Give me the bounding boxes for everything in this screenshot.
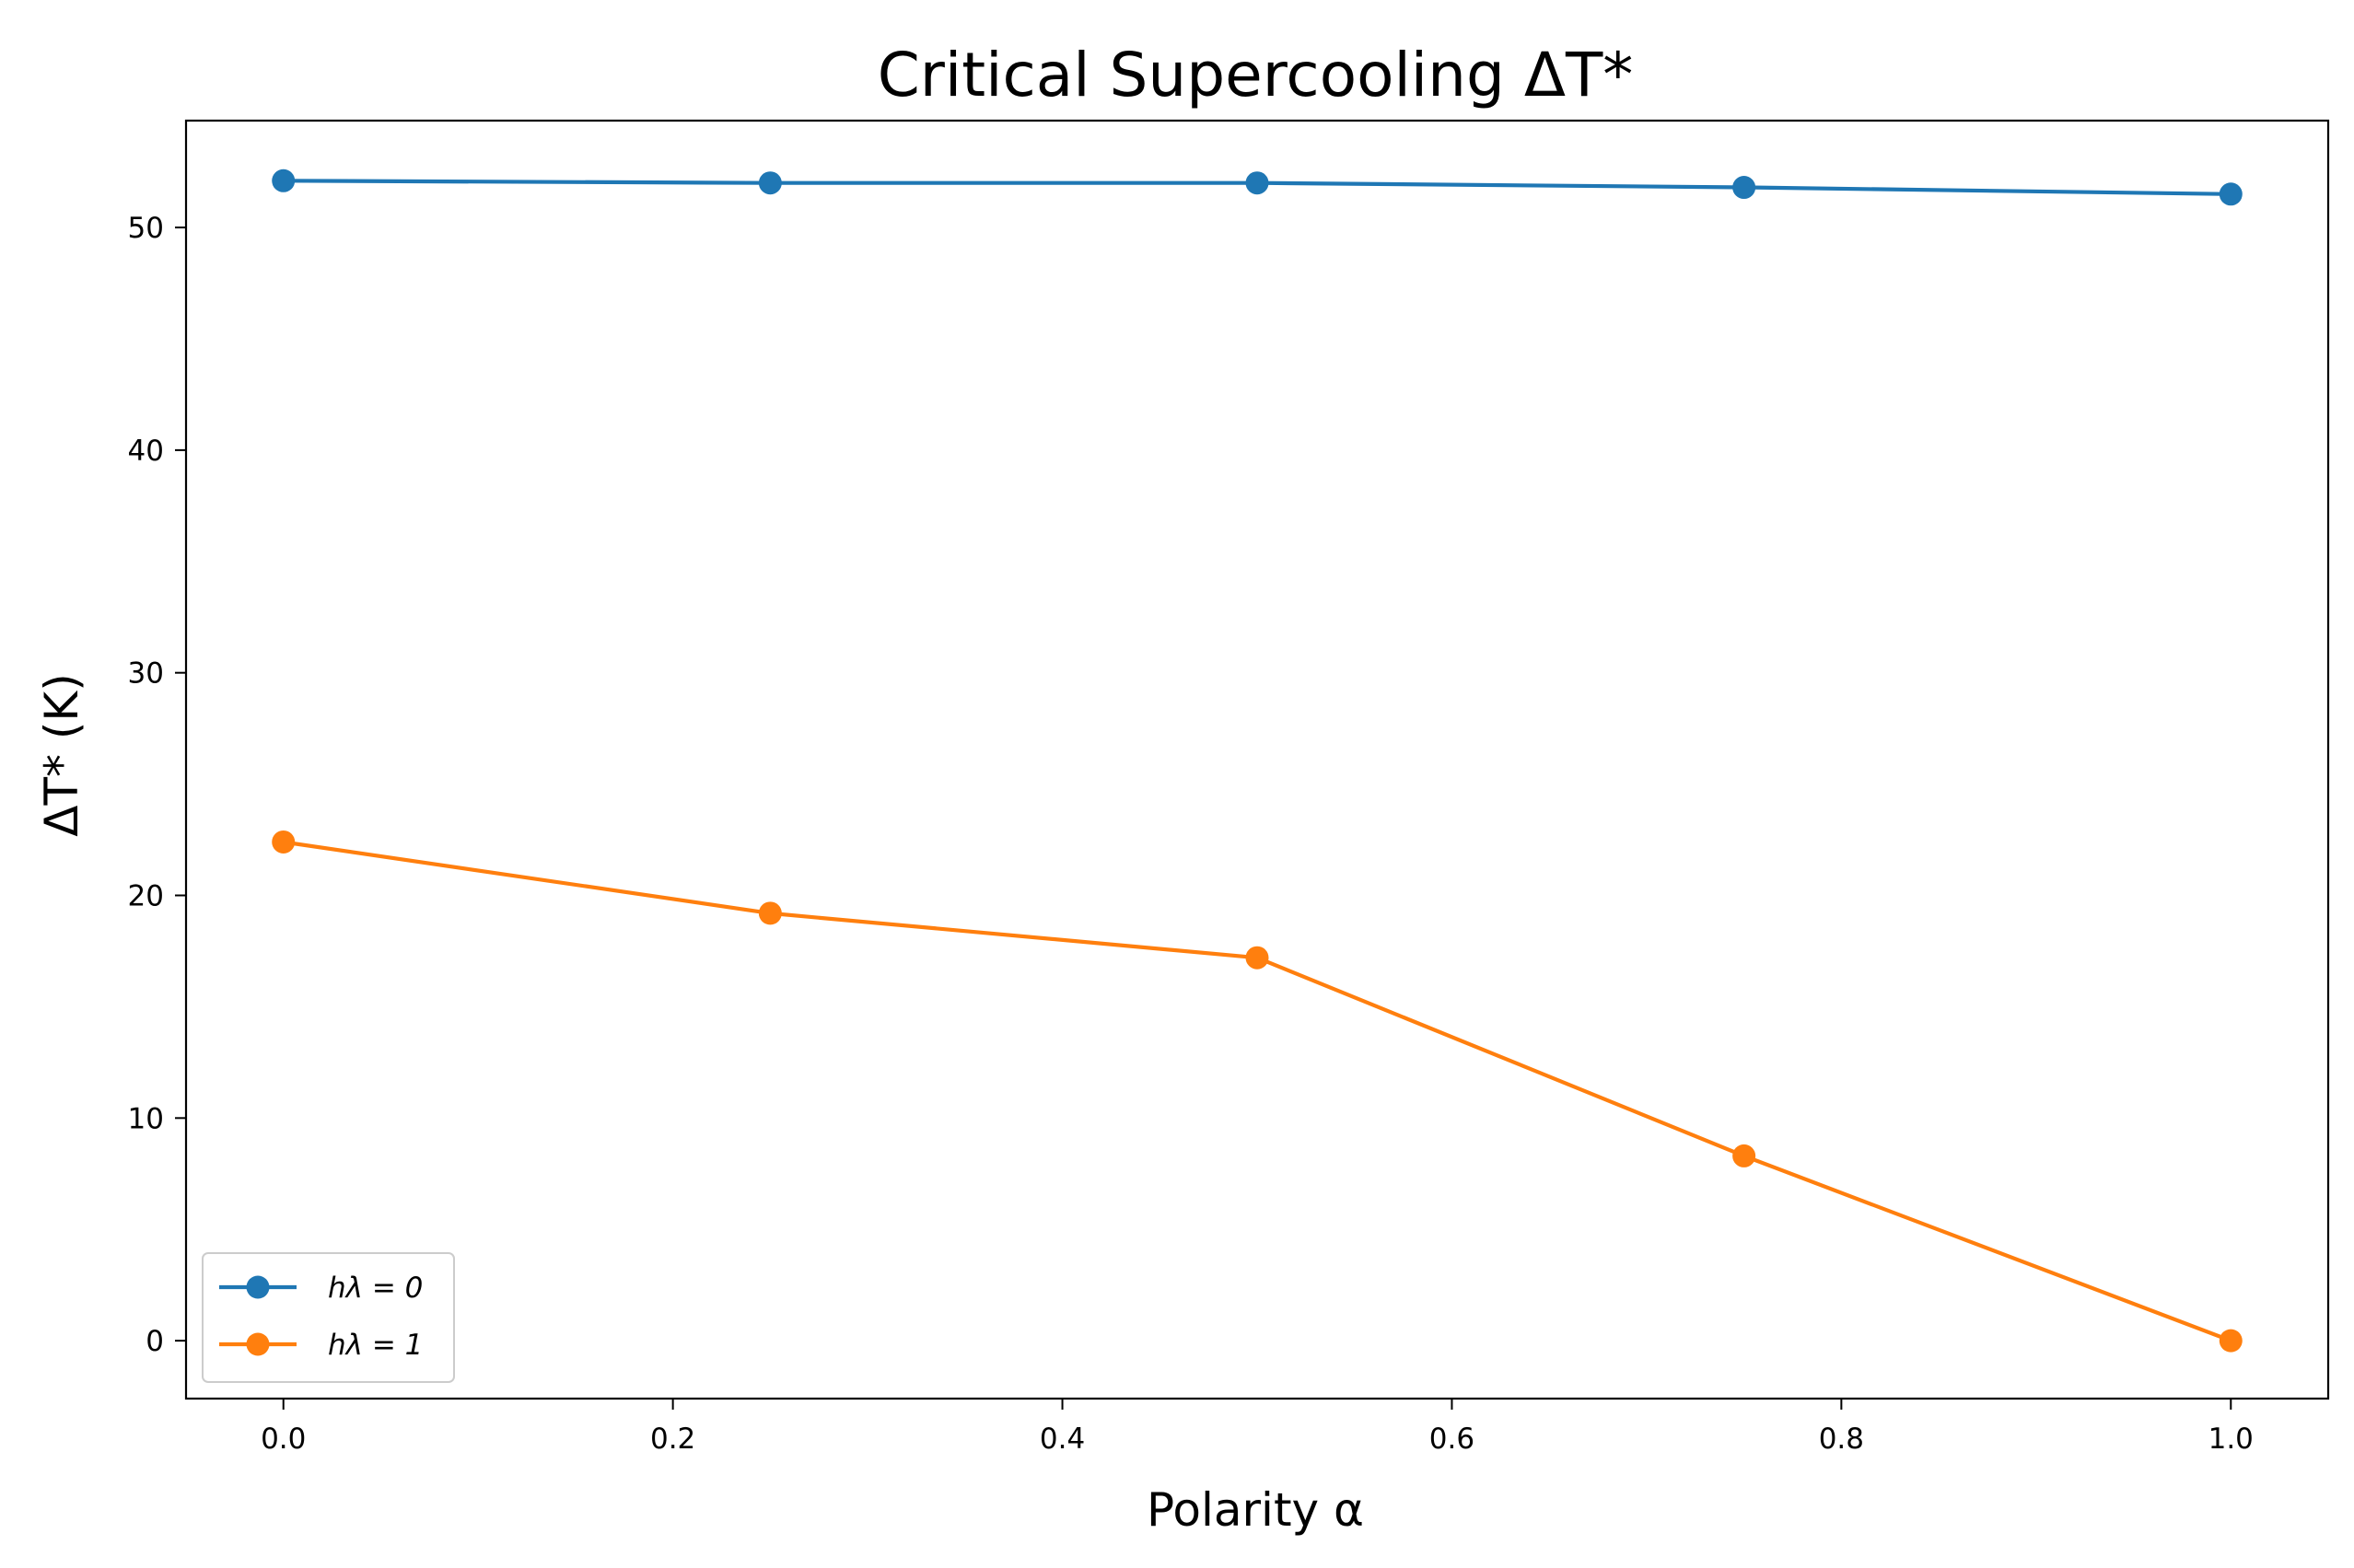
series-1-point xyxy=(758,171,782,195)
series-2-point xyxy=(1732,1144,1756,1167)
chart-title: Critical Supercooling ΔT* xyxy=(878,40,1634,110)
series-1-point xyxy=(2219,182,2243,206)
x-axis-title: Polarity α xyxy=(1147,1483,1364,1537)
x-tick-label: 0.8 xyxy=(1819,1423,1864,1456)
x-tick-label: 0.4 xyxy=(1040,1423,1085,1456)
y-axis: 0 10 20 30 40 50 xyxy=(128,212,186,1358)
x-axis: 0.0 0.2 0.4 0.6 0.8 1.0 xyxy=(261,1399,2254,1456)
series-2-point xyxy=(758,901,782,925)
series-1-point xyxy=(1245,171,1269,195)
series-1-point xyxy=(272,168,296,192)
x-tick-label: 0.6 xyxy=(1429,1423,1474,1456)
plot-frame xyxy=(184,119,2330,1400)
y-tick-label: 0 xyxy=(146,1325,164,1358)
legend-label-1: hλ = 0 xyxy=(328,1272,423,1305)
y-tick-label: 10 xyxy=(128,1102,164,1135)
y-tick-label: 20 xyxy=(128,880,164,913)
series-2-point xyxy=(1245,946,1269,970)
y-tick-label: 30 xyxy=(128,657,164,691)
plot-area xyxy=(184,119,2330,1400)
legend-label-2: hλ = 1 xyxy=(328,1329,423,1362)
series-1-point xyxy=(1732,176,1756,200)
y-tick-label: 50 xyxy=(128,212,164,245)
legend: hλ = 0 hλ = 1 xyxy=(202,1252,455,1383)
legend-marker-1 xyxy=(246,1275,270,1299)
y-axis-title: ΔT* (K) xyxy=(35,673,88,836)
series-group xyxy=(272,168,2243,1353)
legend-marker-2 xyxy=(246,1332,270,1356)
x-tick-label: 0.2 xyxy=(650,1423,695,1456)
series-2-point xyxy=(2219,1329,2243,1353)
series-2-point xyxy=(272,830,296,854)
x-tick-label: 0.0 xyxy=(261,1423,306,1456)
x-tick-label: 1.0 xyxy=(2208,1423,2254,1456)
y-tick-label: 40 xyxy=(128,435,164,468)
